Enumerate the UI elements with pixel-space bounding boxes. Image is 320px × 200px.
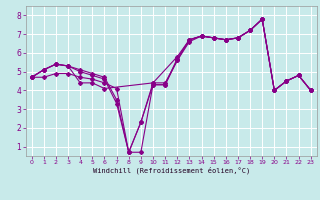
- X-axis label: Windchill (Refroidissement éolien,°C): Windchill (Refroidissement éolien,°C): [92, 167, 250, 174]
